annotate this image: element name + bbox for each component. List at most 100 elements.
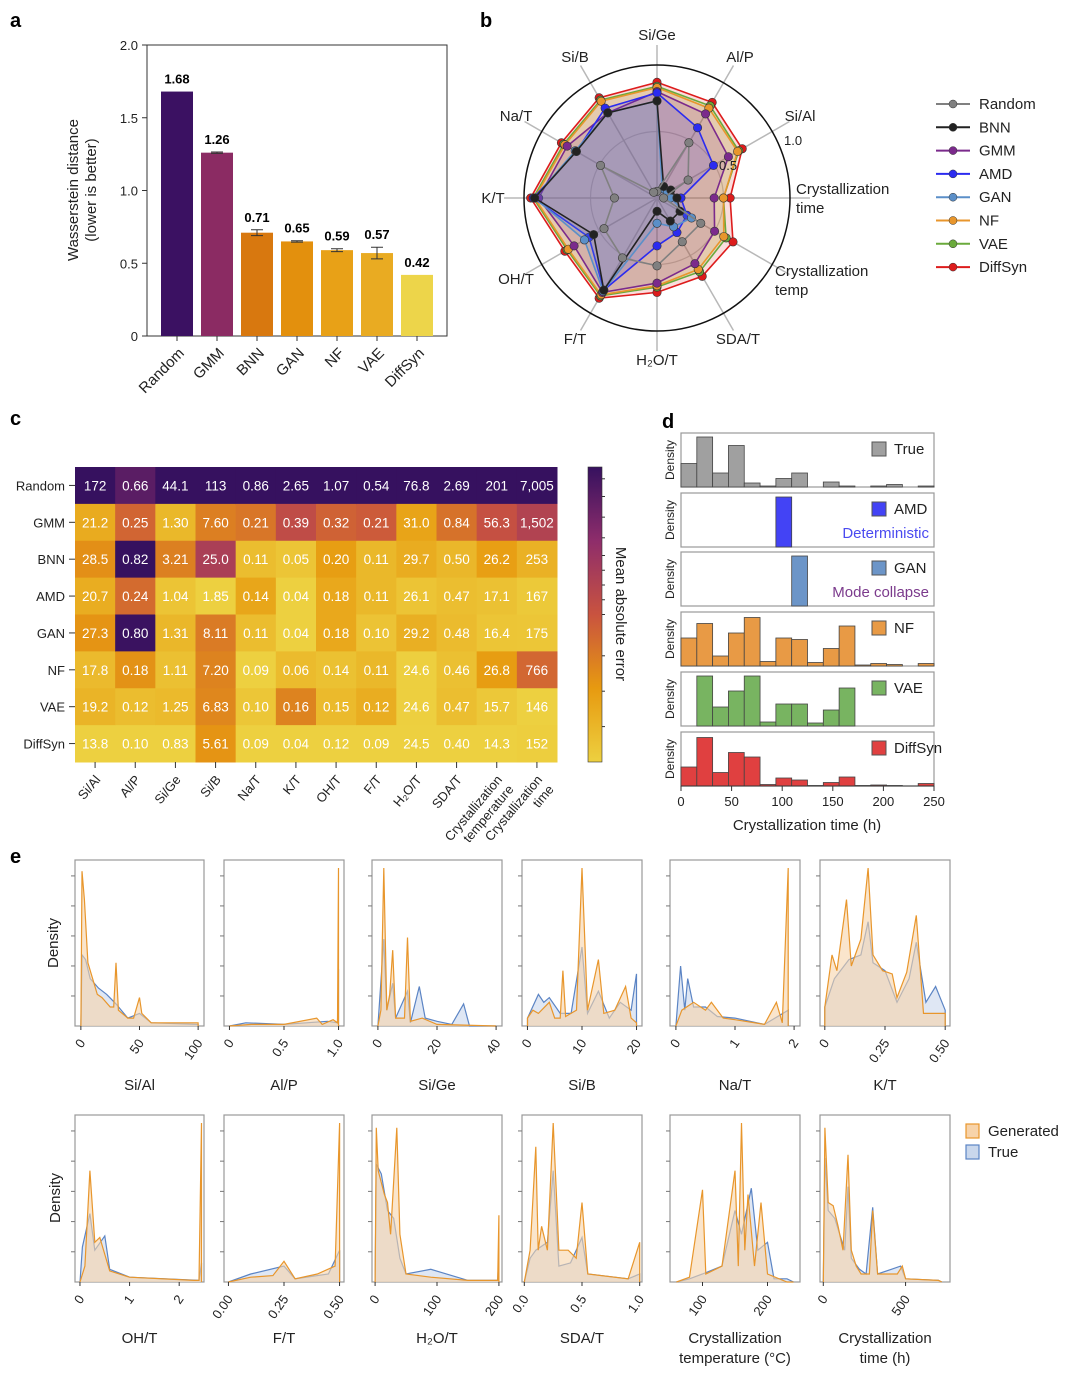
histogram-bar — [822, 481, 840, 488]
column-label-line: Si/Al — [75, 772, 104, 802]
x-tick-label: 100 — [771, 794, 793, 809]
heatmap-value: 44.1 — [162, 478, 188, 493]
y-axis-label: Wasserstein distance(lower is better) — [65, 119, 100, 261]
bar-bnn — [241, 232, 273, 336]
radar-point — [728, 237, 738, 247]
heatmap-value: 1.07 — [323, 478, 349, 493]
row-label: Random — [16, 478, 65, 493]
legend-swatch — [871, 441, 887, 457]
x-tick-label: 100 — [685, 1292, 710, 1318]
plot-frame — [223, 859, 345, 1027]
heatmap-cell — [75, 688, 116, 726]
density-plot-title-line: Si/Ge — [418, 1077, 456, 1094]
heatmap-cell — [75, 651, 116, 689]
density-line-generated — [523, 1122, 641, 1283]
density-plot: 100 200 Crystallization temperature (°C) — [666, 1114, 801, 1367]
y-axis-label: Density — [663, 679, 677, 719]
heatmap-value: 0.12 — [122, 700, 148, 715]
density-plot: 0 500 Crystallization time (h) — [814, 1114, 951, 1367]
heatmap-value: 56.3 — [484, 515, 510, 530]
heatmap-value: 0.40 — [443, 737, 469, 752]
radar-point — [589, 230, 599, 240]
heatmap-value: 7,005 — [520, 478, 554, 493]
heatmap-cell — [516, 651, 558, 689]
legend-swatch — [965, 1123, 980, 1139]
heatmap-value: 0.06 — [283, 663, 309, 678]
heatmap-value: 29.7 — [403, 552, 429, 567]
radar-point — [652, 206, 662, 216]
heatmap-cell — [75, 467, 116, 505]
column-label-line: H₂O/T — [390, 772, 425, 809]
legend-item-gan: GAN — [936, 189, 1012, 206]
heatmap-value: 0.66 — [122, 478, 148, 493]
histogram-vae: Density VAE — [663, 671, 935, 727]
column-label-line: Na/T — [234, 772, 264, 803]
heatmap-value: 26.2 — [484, 552, 510, 567]
error-bar — [371, 246, 383, 260]
column-label: F/T — [361, 772, 385, 797]
radar-point — [596, 160, 606, 170]
radar-axis-label-line: OH/T — [498, 271, 534, 288]
density-plot-title: Al/P — [270, 1077, 298, 1094]
heatmap-cell — [195, 467, 237, 505]
legend-marker — [948, 216, 958, 225]
heatmap-value: 2.69 — [443, 478, 469, 493]
histogram-bar — [680, 637, 698, 667]
x-tick-label: 1 — [121, 1292, 137, 1307]
histogram-bar — [775, 637, 793, 667]
heatmap-value: 0.09 — [363, 737, 389, 752]
heatmap-cell — [316, 725, 357, 763]
histogram-bar — [728, 632, 745, 667]
x-tick-label: NF — [322, 345, 348, 371]
y-tick-label: 1.0 — [120, 184, 138, 199]
density-plot-title: Si/B — [568, 1077, 596, 1094]
heatmap-value: 0.04 — [283, 626, 310, 641]
heatmap-value: 0.05 — [283, 552, 309, 567]
ring-label: 1.0 — [784, 133, 802, 148]
heatmap-cell — [235, 614, 277, 652]
x-tick-label: 500 — [888, 1292, 913, 1318]
heatmap-value: 6.83 — [202, 700, 228, 715]
heatmap-cell — [115, 688, 156, 726]
bar-value-label: 0.65 — [284, 221, 309, 236]
heatmap-cell — [275, 614, 317, 652]
heatmap-value: 0.14 — [243, 589, 270, 604]
x-tick-label: 50 — [724, 794, 738, 809]
heatmap-value: 146 — [526, 700, 549, 715]
outer-ring — [523, 64, 791, 332]
radar-axis-label-line: Crystallization — [775, 263, 868, 280]
y-axis-label: Density — [663, 739, 677, 779]
x-tick-label: 10 — [569, 1036, 590, 1056]
y-tick-label: 2.0 — [120, 38, 138, 53]
heatmap-cell — [476, 614, 518, 652]
heatmap-value: 113 — [205, 478, 227, 493]
heatmap-value: 28.5 — [82, 552, 108, 567]
x-tick-label: 1 — [726, 1036, 742, 1051]
histogram-bar — [791, 703, 808, 727]
colorbar — [587, 466, 603, 763]
radar-axis-label: Si/Al — [785, 108, 816, 125]
radar-point — [571, 146, 581, 156]
heatmap-value: 25.0 — [202, 552, 228, 567]
legend-marker — [948, 239, 958, 249]
heatmap-value: 76.8 — [403, 478, 429, 493]
heatmap-value: 17.8 — [82, 663, 108, 678]
x-tick-label: 0 — [220, 1036, 236, 1051]
heatmap-cell — [356, 540, 397, 579]
x-tick-label: 1.0 — [323, 1036, 346, 1059]
density-plot-title-line: temperature (°C) — [679, 1350, 791, 1367]
x-tick-label: Random — [136, 345, 188, 397]
heatmap-cell — [75, 577, 116, 615]
column-label: Si/Ge — [151, 772, 183, 807]
heatmap-value: 7.20 — [202, 663, 228, 678]
column-label-line: F/T — [361, 772, 385, 797]
x-tick-label: 0.5 — [269, 1036, 292, 1059]
radar-point — [569, 241, 579, 251]
column-label-line: OH/T — [313, 772, 344, 805]
heatmap-value: 0.18 — [323, 589, 349, 604]
density-area-generated — [375, 1127, 499, 1282]
heatmap-value: 175 — [526, 626, 549, 641]
heatmap-cell — [516, 577, 558, 615]
x-tick-label: 250 — [923, 794, 945, 809]
